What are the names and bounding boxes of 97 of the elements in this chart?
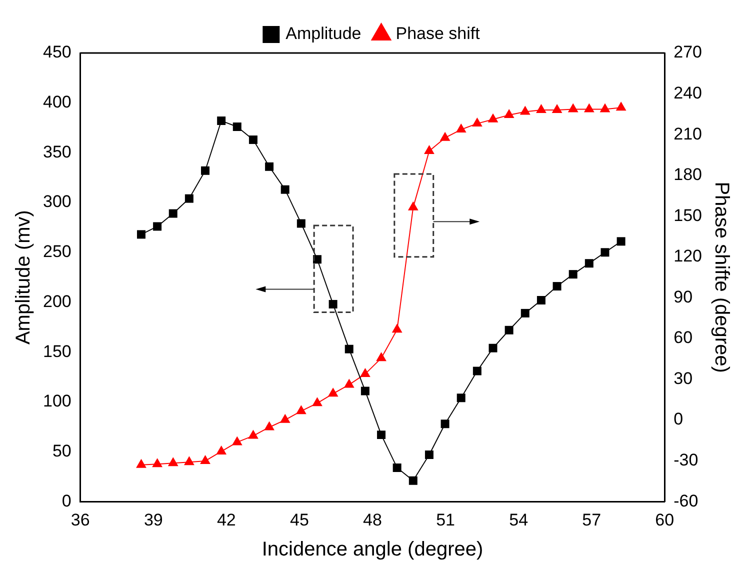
legend-label: Phase shift (396, 24, 480, 44)
y2-tick-label: 60 (674, 328, 693, 348)
point (536, 104, 546, 113)
point (504, 326, 514, 334)
y2-tick-label: 210 (674, 124, 702, 144)
x-tick-label: 57 (582, 510, 602, 530)
y-tick-label: 0 (62, 491, 72, 510)
point (168, 209, 178, 218)
point (248, 430, 258, 439)
y-axis-title: Amplitude (mv) (12, 210, 35, 345)
point (328, 388, 338, 397)
x-tick-label: 60 (655, 510, 674, 530)
x-tick-label: 42 (216, 510, 236, 530)
point (168, 457, 178, 466)
point (488, 113, 498, 122)
point (280, 185, 290, 194)
point (600, 103, 610, 112)
y2-tick-label: 270 (674, 42, 702, 62)
point (200, 454, 210, 464)
point (408, 201, 418, 210)
point (392, 324, 402, 333)
point (456, 124, 466, 133)
y-tick-label: 300 (42, 192, 72, 212)
point (201, 166, 210, 175)
point (312, 397, 322, 406)
point (424, 145, 434, 154)
point (456, 394, 466, 402)
point (217, 116, 226, 126)
point (377, 430, 386, 440)
point (360, 368, 370, 377)
legend-label: Amplitude (286, 24, 362, 44)
point (344, 378, 354, 388)
point (584, 103, 594, 112)
point (552, 104, 562, 113)
y2-tick-label: -60 (674, 491, 698, 510)
point (360, 386, 370, 396)
point (136, 230, 146, 239)
point (376, 352, 386, 362)
x-tick-label: 39 (144, 510, 163, 530)
point (232, 122, 242, 132)
point (536, 296, 546, 304)
point (184, 194, 194, 203)
point (504, 108, 514, 118)
point (568, 103, 578, 112)
point (520, 106, 530, 115)
x-axis-title: Incidence angle (degree) (262, 538, 484, 561)
point (153, 222, 162, 231)
point (552, 282, 562, 291)
x-tick-label: 45 (290, 510, 309, 530)
y2-tick-label: 120 (674, 246, 702, 266)
y2-tick-label: 240 (674, 83, 702, 102)
point (216, 445, 227, 454)
y2-tick-label: -30 (674, 450, 698, 470)
y-tick-label: 150 (42, 342, 72, 361)
y-tick-label: 50 (52, 441, 72, 460)
y-tick-label: 450 (42, 42, 72, 62)
point (152, 458, 162, 468)
point (248, 135, 258, 144)
point (568, 270, 578, 279)
point (488, 344, 498, 352)
point (424, 450, 434, 459)
y-tick-label: 350 (42, 142, 72, 162)
y-tick-label: 400 (42, 92, 72, 112)
y2-tick-label: 180 (674, 165, 702, 184)
y-tick-label: 250 (42, 242, 72, 262)
point (440, 132, 450, 141)
point (584, 259, 594, 268)
point (392, 463, 402, 472)
x-tick-label: 36 (70, 510, 90, 530)
point (408, 476, 418, 485)
y2-tick-label: 30 (674, 368, 693, 388)
point (296, 219, 306, 228)
y2-tick-label: 150 (674, 206, 702, 225)
point (616, 102, 626, 111)
y-tick-label: 200 (42, 292, 72, 311)
y-tick-label: 100 (42, 392, 72, 411)
x-tick-label: 48 (363, 510, 382, 530)
point (520, 308, 530, 318)
y2-tick-label: 90 (674, 287, 693, 306)
y2-tick-label: 0 (674, 410, 684, 429)
point (472, 366, 482, 376)
y2-axis-title: Phase shifte (degree) (710, 182, 732, 373)
point (296, 405, 306, 414)
point (440, 420, 450, 428)
point (616, 237, 626, 246)
point (600, 248, 610, 257)
point (264, 421, 274, 430)
point (265, 162, 274, 171)
point (344, 344, 354, 354)
point (136, 458, 146, 468)
point (472, 118, 482, 127)
x-tick-label: 54 (509, 510, 528, 530)
point (328, 300, 338, 308)
x-tick-label: 51 (436, 510, 455, 530)
point (280, 414, 290, 423)
point (184, 456, 194, 466)
point (232, 436, 242, 446)
